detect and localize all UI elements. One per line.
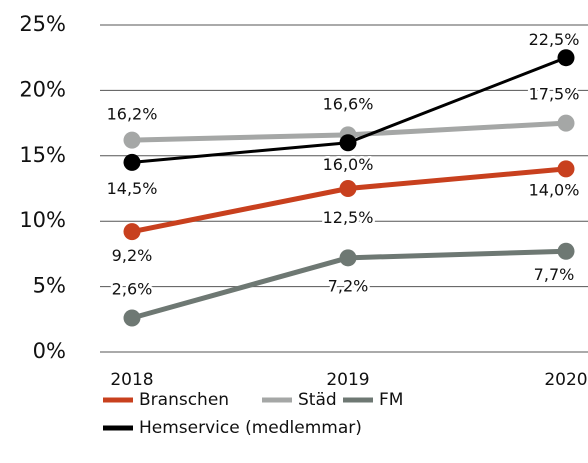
point	[557, 242, 575, 260]
value-label: 16,0%	[323, 155, 374, 174]
value-label: 12,5%	[323, 208, 374, 227]
value-label: 16,2%	[107, 105, 158, 124]
value-label: 22,5%	[529, 30, 580, 49]
x-tick-label: 2020	[544, 370, 587, 390]
point	[557, 49, 575, 67]
legend-label: Hemservice (medlemmar)	[139, 418, 362, 438]
value-label: 14,5%	[107, 179, 158, 198]
x-tick-label: 2018	[110, 370, 153, 390]
legend-label: Branschen	[139, 390, 229, 410]
point	[123, 153, 141, 171]
y-tick-label: 10%	[19, 208, 66, 232]
legend-label: Städ	[298, 390, 337, 410]
point	[339, 180, 357, 197]
value-label: 2,6%	[112, 279, 153, 298]
point	[123, 309, 141, 327]
point	[123, 223, 141, 241]
y-tick-label: 15%	[19, 143, 66, 167]
value-label: 14,0%	[529, 180, 580, 199]
y-tick-label: 0%	[33, 339, 66, 363]
y-tick-label: 5%	[33, 274, 66, 298]
point	[123, 131, 141, 149]
value-label: 17,5%	[529, 85, 580, 104]
value-label: 7,2%	[328, 276, 369, 295]
value-label: 9,2%	[112, 246, 153, 265]
y-tick-label: 20%	[19, 77, 66, 101]
point	[339, 249, 357, 267]
value-label: 16,6%	[323, 94, 374, 113]
point	[557, 114, 575, 132]
legend-label: FM	[379, 390, 403, 410]
x-tick-label: 2019	[326, 370, 369, 390]
point	[339, 134, 357, 152]
y-tick-label: 25%	[19, 12, 66, 36]
value-label: 7,7%	[534, 265, 575, 284]
point	[557, 160, 575, 178]
